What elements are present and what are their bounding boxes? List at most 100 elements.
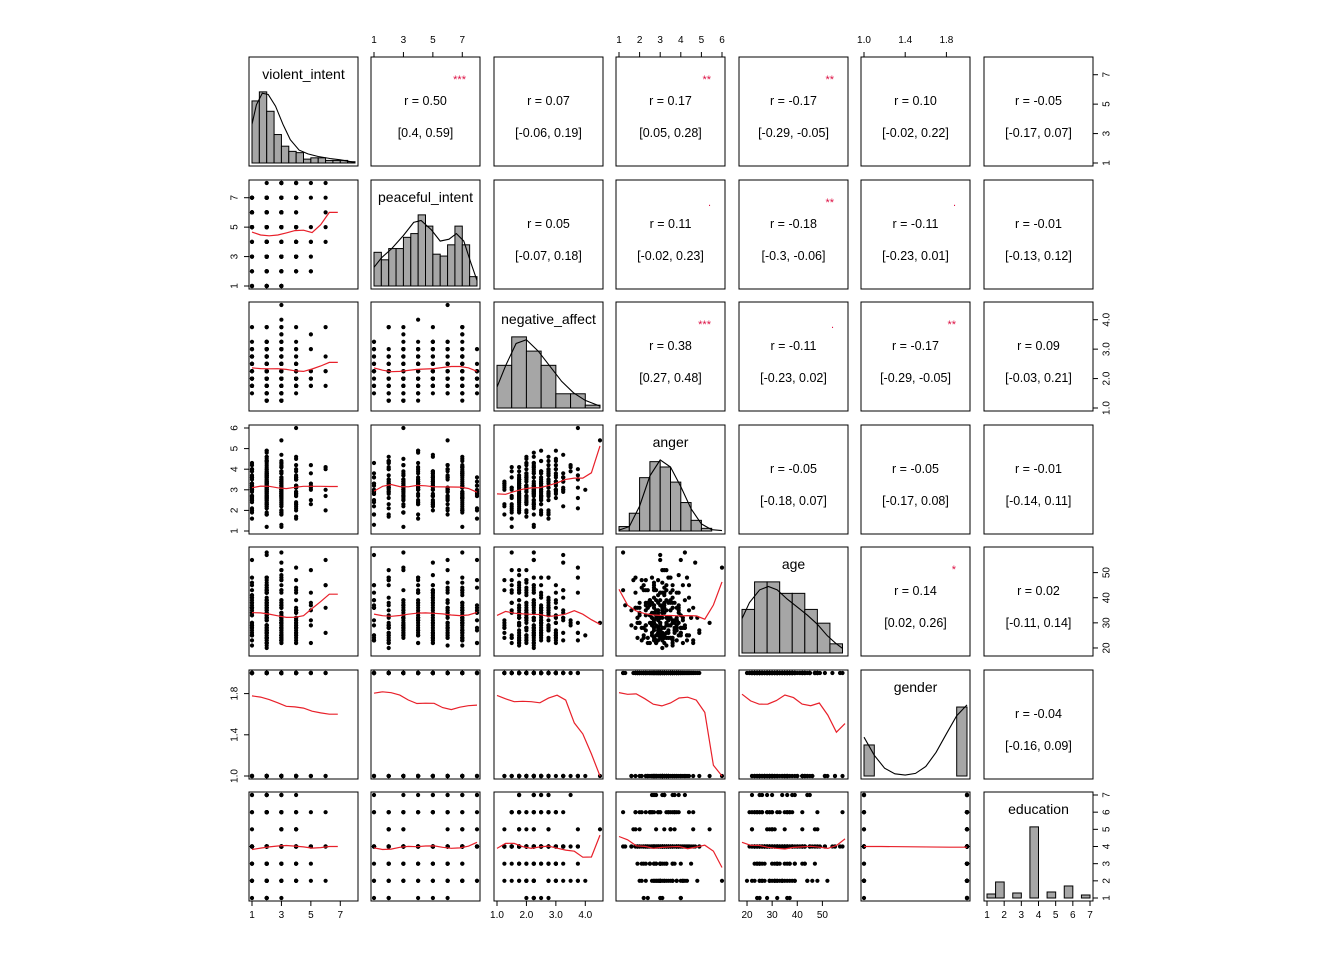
scatter-point [524,670,529,676]
scatter-point [249,580,255,585]
scatter-point [386,583,391,588]
scatter-point [460,339,465,344]
scatter-point [575,630,581,636]
scatter-point [531,773,536,779]
scatter-point [583,878,588,883]
scatter-point [660,670,665,676]
scatter-point [416,369,421,374]
scatter-point [430,573,435,578]
scatter-point [524,460,529,466]
density-line-negative_affect [496,339,601,407]
scatter-point [416,493,421,499]
scatter-point [416,583,421,588]
scatter-point [531,600,536,605]
significance-stars-0-3: ** [702,74,711,86]
hist-bar-anger-2 [639,477,651,532]
correlation-r-3-4: r = -0.05 [770,462,817,476]
scatter-point [323,210,328,215]
scatter-point [308,332,313,337]
panel-box-4-1 [370,546,481,657]
hist-bar-peaceful_intent-0 [373,251,382,287]
scatter-point [416,618,421,623]
scatter-point [264,550,269,555]
scatter-point [386,625,391,631]
panel-box-5-5 [860,669,971,780]
scatter-point [568,773,573,779]
scatter-point [633,625,638,631]
scatter-point [668,635,673,641]
scatter-point [531,575,536,580]
hist-bar-age-1 [754,581,768,654]
scatter-point [445,600,450,605]
scatter-point [249,460,255,466]
scatter-point [401,550,406,555]
scatter-point [249,210,255,215]
scatter-point [765,670,770,676]
scatter-point [474,585,480,590]
scatter-point [294,773,299,779]
scatter-point [430,471,435,476]
scatter-point [795,773,800,779]
scatter-point [386,467,391,472]
scatter-point [279,477,284,482]
scatter-point [279,618,284,623]
scatter-point [531,489,536,494]
scatter-point [639,585,644,590]
scatter-point [509,469,514,474]
scatter-point [539,635,544,641]
scatter-point [308,773,313,779]
scatter-point [546,463,551,468]
scatter-point [474,640,480,646]
correlation-ci-2-3: [0.27, 0.48] [639,371,702,385]
scatter-point [401,425,406,431]
scatter-point [517,585,522,590]
scatter-point [294,489,299,494]
scatter-point [531,498,536,503]
scatter-point [430,635,435,641]
scatter-point [308,195,313,200]
scatter-point [371,383,377,388]
scatter-point [264,210,269,215]
scatter-point [684,575,690,580]
scatter-point [531,550,536,555]
scatter-point [445,506,450,511]
scatter-point [430,502,435,507]
panel-box-5-4 [738,669,849,780]
scatter-point [430,670,435,676]
scatter-point [502,630,507,636]
panel-box-6-3 [615,791,726,902]
scatter-point [279,369,284,374]
scatter-point [416,376,421,381]
hist-bar-anger-4 [659,466,672,532]
scatter-point [249,810,255,815]
scatter-point [531,618,536,623]
scatter-point [460,773,465,779]
scatter-point [651,580,657,585]
scatter-point [460,481,465,486]
scatter-point [445,827,450,832]
scatter-point [279,600,284,605]
scatter-point [517,810,522,815]
correlation-ci-2-6: [-0.03, 0.21] [1005,371,1072,385]
scatter-point [445,347,450,352]
scatter-point [460,454,465,459]
scatter-point [249,225,255,230]
scatter-point [401,620,406,626]
scatter-point [416,773,421,779]
scatter-point [308,225,313,230]
scatter-point [546,469,551,474]
scatter-point [840,670,845,676]
scatter-point [517,773,522,779]
scatter-point [531,670,536,676]
lowess-line [496,834,601,858]
scatter-panel-anger-vs-violent_intent [249,425,338,530]
scatter-point [308,618,313,623]
correlation-ci-0-5: [-0.02, 0.22] [882,126,949,140]
scatter-point [502,878,507,883]
scatter-point [502,861,507,866]
scatter-point [308,376,313,381]
panel-box-2-1 [370,301,481,412]
scatter-point [539,861,544,866]
scatter-point [264,475,269,480]
scatter-panel-anger-vs-peaceful_intent [371,425,480,530]
